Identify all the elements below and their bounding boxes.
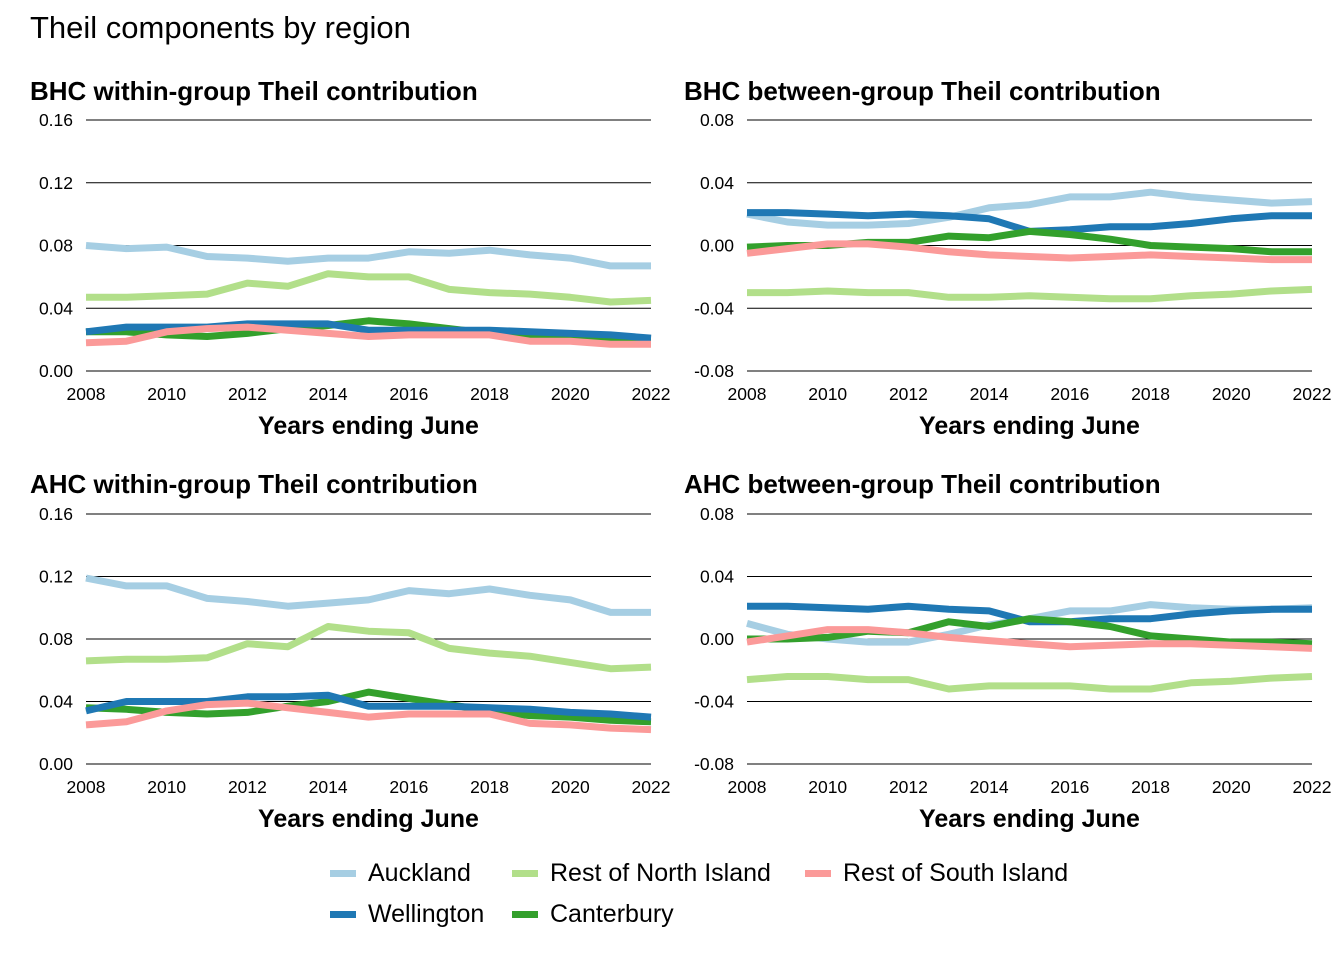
chart-panel-1: BHC within-group Theil contribution 0.00 0… <box>30 76 670 440</box>
chart-panel-3: AHC within-group Theil contribution 0.00 0… <box>30 469 670 833</box>
y-tick-label: 0.00 <box>700 629 734 649</box>
x-tick-label: 2018 <box>1131 384 1170 404</box>
legend-label: Wellington <box>368 900 485 928</box>
x-tick-label: 2020 <box>551 384 590 404</box>
x-axis-label: Years ending June <box>919 412 1140 440</box>
legend-swatch-rest-of-south-island <box>805 870 831 877</box>
x-tick-label: 2010 <box>147 384 186 404</box>
x-tick-label: 2008 <box>728 384 767 404</box>
x-tick-label: 2008 <box>67 777 106 797</box>
legend-swatch-wellington <box>330 911 356 918</box>
x-tick-label: 2010 <box>808 384 847 404</box>
legend-item-canterbury: Canterbury <box>512 900 674 929</box>
x-tick-label: 2016 <box>1050 777 1089 797</box>
legend-item-wellington: Wellington <box>330 900 484 929</box>
y-tick-label: -0.04 <box>694 298 734 318</box>
chart-title: BHC between-group Theil contribution <box>684 76 1161 106</box>
series-line-canterbury <box>747 615 1313 648</box>
series-line-auckland <box>746 188 1313 229</box>
series-line-wellington <box>85 320 652 342</box>
chart-title: AHC within-group Theil contribution <box>30 469 478 499</box>
chart-title: AHC between-group Theil contribution <box>684 469 1161 499</box>
series-line-rest-of-south-island <box>85 323 651 348</box>
chart-panel-4: AHC between-group Theil contribution -0.0… <box>684 469 1331 833</box>
y-tick-label: 0.04 <box>700 173 734 193</box>
x-tick-label: 2022 <box>632 777 671 797</box>
x-tick-label: 2022 <box>1293 777 1332 797</box>
y-tick-label: 0.04 <box>39 692 73 712</box>
y-tick-label: 0.08 <box>700 504 734 524</box>
x-tick-label: 2012 <box>228 777 267 797</box>
y-tick-label: 0.08 <box>39 236 73 256</box>
series-line-rest-of-north-island <box>746 673 1313 693</box>
x-tick-label: 2020 <box>551 777 590 797</box>
series-line-rest-of-south-island <box>746 626 1313 652</box>
x-tick-label: 2010 <box>147 777 186 797</box>
legend-swatch-rest-of-north-island <box>512 870 538 877</box>
y-tick-label: 0.04 <box>39 298 73 318</box>
series-line-auckland <box>85 242 651 270</box>
legend-label: Auckland <box>368 859 471 887</box>
y-tick-label: 0.16 <box>39 110 73 130</box>
x-tick-label: 2012 <box>228 384 267 404</box>
y-tick-label: 0.12 <box>39 567 73 587</box>
legend-swatch-auckland <box>330 870 356 877</box>
y-tick-label: 0.08 <box>700 110 734 130</box>
x-tick-label: 2010 <box>808 777 847 797</box>
x-tick-label: 2016 <box>389 777 428 797</box>
x-tick-label: 2014 <box>309 777 348 797</box>
y-tick-label: -0.04 <box>694 692 734 712</box>
x-tick-label: 2018 <box>470 777 509 797</box>
series-line-auckland <box>85 574 651 616</box>
series-line-rest-of-south-island <box>85 699 652 734</box>
series-line-rest-of-south-island <box>746 240 1312 264</box>
legend-item-rest-of-north-island: Rest of North Island <box>512 859 771 888</box>
legend-label: Canterbury <box>550 900 674 928</box>
y-tick-label: 0.16 <box>39 504 73 524</box>
legend-label: Rest of South Island <box>843 859 1069 887</box>
x-axis-label: Years ending June <box>258 412 479 440</box>
x-tick-label: 2012 <box>889 384 928 404</box>
x-tick-label: 2022 <box>632 384 671 404</box>
chart-title: BHC within-group Theil contribution <box>30 76 478 106</box>
y-tick-label: 0.08 <box>39 629 73 649</box>
x-tick-label: 2012 <box>889 777 928 797</box>
legend-item-auckland: Auckland <box>330 859 471 888</box>
page-title: Theil components by region <box>30 10 411 45</box>
y-tick-label: 0.04 <box>700 567 734 587</box>
series-line-rest-of-north-island <box>86 270 652 306</box>
x-axis-label: Years ending June <box>919 805 1140 833</box>
x-tick-label: 2014 <box>970 384 1009 404</box>
y-tick-label: -0.08 <box>694 361 734 381</box>
x-tick-label: 2022 <box>1293 384 1332 404</box>
x-tick-label: 2008 <box>67 384 106 404</box>
series-line-canterbury <box>86 317 651 344</box>
x-tick-label: 2014 <box>309 384 348 404</box>
y-tick-label: 0.12 <box>39 173 73 193</box>
y-tick-label: 0.00 <box>39 754 73 774</box>
legend-label: Rest of North Island <box>550 859 771 887</box>
x-axis-label: Years ending June <box>258 805 479 833</box>
x-tick-label: 2016 <box>1050 384 1089 404</box>
x-tick-label: 2008 <box>728 777 767 797</box>
x-tick-label: 2016 <box>389 384 428 404</box>
series-line-canterbury <box>85 688 652 726</box>
x-tick-label: 2020 <box>1212 777 1251 797</box>
x-tick-label: 2020 <box>1212 384 1251 404</box>
y-tick-label: -0.08 <box>694 754 734 774</box>
series-line-rest-of-north-island <box>85 623 652 673</box>
x-tick-label: 2018 <box>470 384 509 404</box>
y-tick-label: 0.00 <box>39 361 73 381</box>
series-line-rest-of-north-island <box>747 285 1313 303</box>
x-tick-label: 2014 <box>970 777 1009 797</box>
y-tick-label: 0.00 <box>700 236 734 256</box>
x-tick-label: 2018 <box>1131 777 1170 797</box>
chart-panel-2: BHC between-group Theil contribution -0.0… <box>684 76 1331 440</box>
legend-swatch-canterbury <box>512 911 538 918</box>
charts-canvas: BHC within-group Theil contribution 0.00 0… <box>30 76 1331 833</box>
legend-item-rest-of-south-island: Rest of South Island <box>805 859 1068 888</box>
series-line-wellington <box>85 691 652 721</box>
